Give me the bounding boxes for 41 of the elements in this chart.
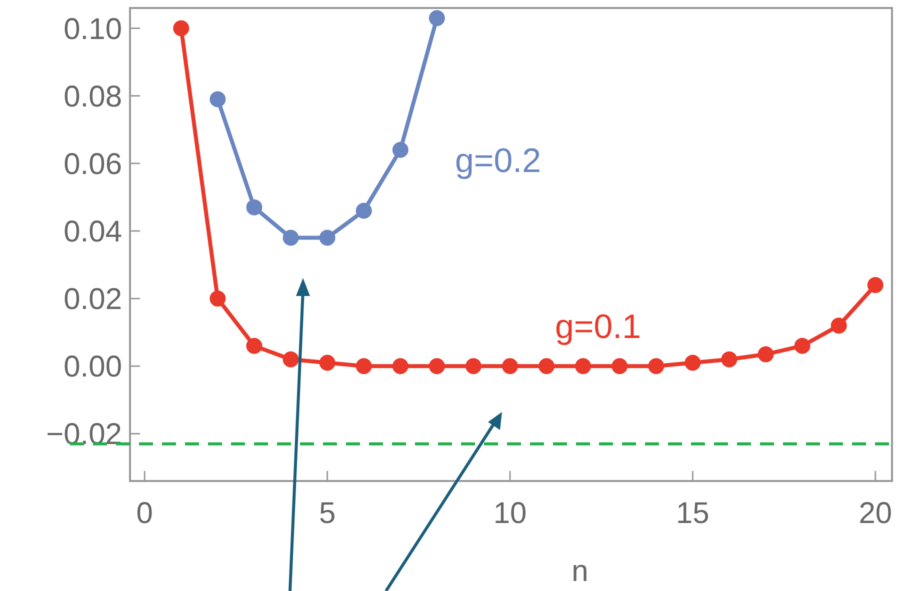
y-tick-label: 0.10 bbox=[64, 12, 122, 46]
point bbox=[246, 199, 262, 216]
point bbox=[794, 338, 810, 354]
point bbox=[246, 338, 262, 354]
point bbox=[612, 358, 628, 374]
point bbox=[575, 358, 592, 374]
point bbox=[356, 358, 372, 374]
point bbox=[867, 277, 884, 294]
point bbox=[758, 346, 774, 362]
point bbox=[173, 20, 190, 36]
point bbox=[319, 354, 336, 371]
y-tick-label: 0.02 bbox=[64, 283, 122, 316]
point bbox=[392, 142, 408, 158]
x-tick-label: 20 bbox=[858, 497, 892, 530]
x-tick-label: 10 bbox=[493, 497, 527, 530]
point bbox=[465, 358, 482, 374]
point bbox=[428, 358, 445, 374]
point bbox=[210, 290, 226, 307]
point bbox=[210, 91, 226, 108]
point bbox=[392, 358, 408, 374]
x-axis-title: n bbox=[572, 555, 588, 588]
x-tick-label: 5 bbox=[318, 497, 336, 530]
point bbox=[684, 354, 701, 371]
point bbox=[428, 10, 445, 26]
y-tick-label: 0.06 bbox=[64, 148, 122, 181]
point bbox=[356, 202, 372, 219]
series-label: g=0.1 bbox=[555, 308, 642, 346]
series-label: g=0.2 bbox=[455, 142, 542, 180]
point bbox=[319, 230, 336, 246]
y-tick-label: 0.04 bbox=[64, 215, 122, 248]
point bbox=[282, 230, 299, 246]
point bbox=[502, 358, 518, 374]
y-tick-label: 0.00 bbox=[64, 350, 122, 384]
point bbox=[282, 351, 299, 368]
point bbox=[538, 358, 555, 374]
x-tick-label: 0 bbox=[136, 497, 153, 530]
y-tick-label: 0.08 bbox=[64, 80, 122, 114]
point bbox=[721, 351, 738, 368]
x-tick-label: 15 bbox=[676, 497, 710, 530]
point bbox=[648, 358, 664, 374]
point bbox=[830, 318, 847, 334]
